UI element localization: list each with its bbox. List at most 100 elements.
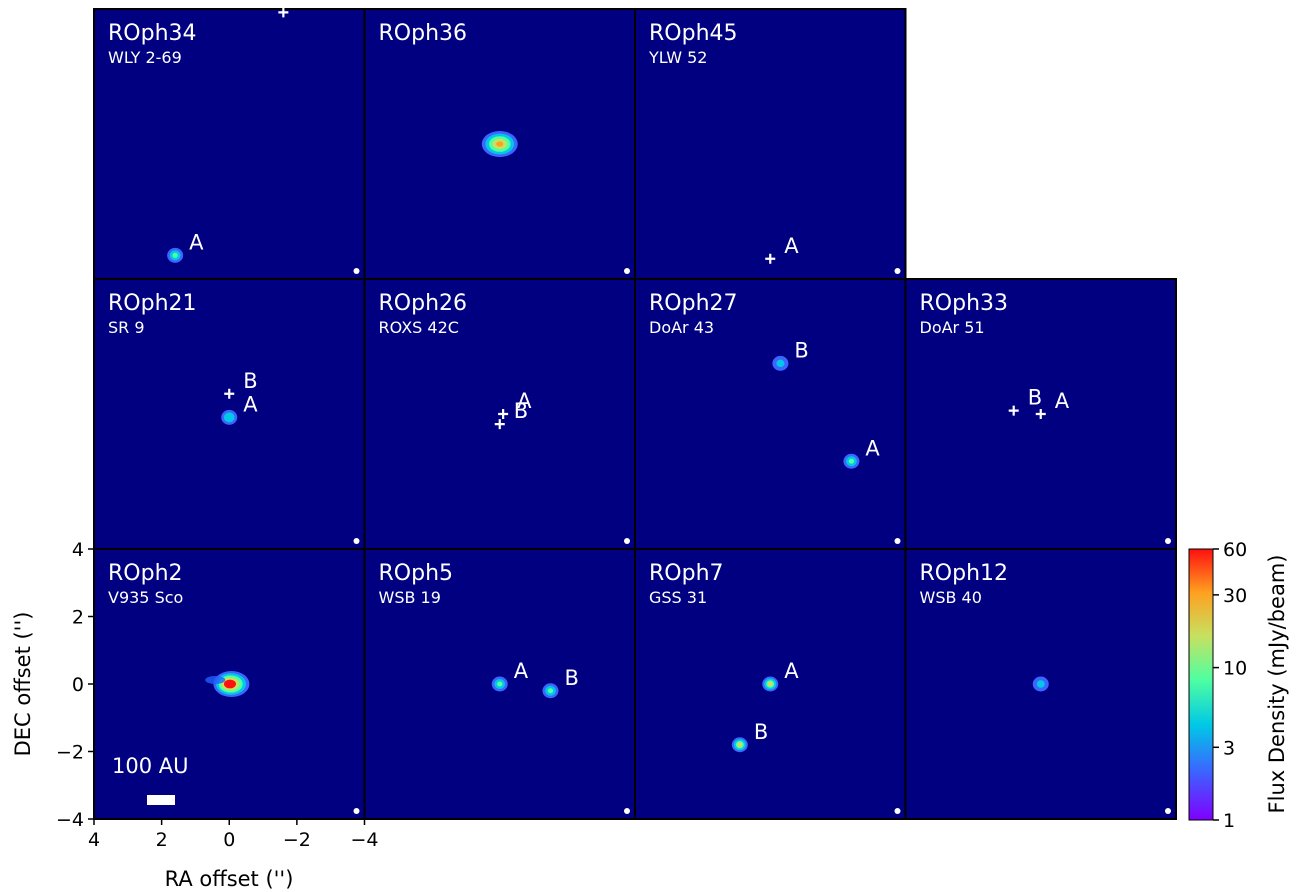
beam-marker — [353, 538, 360, 544]
colorbar-tick-label: 30 — [1223, 585, 1247, 607]
y-tick-label: 4 — [72, 539, 84, 561]
beam-marker — [894, 268, 901, 274]
emission-contour — [547, 688, 554, 694]
y-axis-label: DEC offset ('') — [11, 612, 35, 757]
panel-subtitle: ROXS 42C — [379, 318, 459, 337]
emission-contour — [848, 458, 855, 464]
component-label: A — [784, 659, 799, 683]
component-label: A — [517, 389, 532, 413]
panel-roph7: A B ROph7 GSS 31 — [634, 548, 907, 820]
y-tick-label: 0 — [72, 674, 84, 696]
beam-marker — [624, 268, 630, 274]
panel-title: ROph26 — [379, 291, 468, 316]
colorbar-tick-label: 3 — [1223, 737, 1235, 759]
beam-marker — [353, 808, 360, 814]
emission-contour — [767, 681, 773, 687]
panel-roph12: ROph12 WSB 40 — [904, 548, 1177, 820]
colorbar-tick-label: 10 — [1223, 658, 1247, 680]
panel-title: ROph34 — [108, 21, 197, 46]
colorbar: Flux Density (mJy/beam) 60 30 10 3 1 — [1188, 539, 1289, 832]
beam-marker — [1165, 808, 1171, 814]
colorbar-tick-label: 1 — [1223, 810, 1235, 832]
x-tick-label: 4 — [88, 829, 100, 851]
y-tick-label: −2 — [56, 742, 84, 764]
panel-roph33: AB ROph33 DoAr 51 — [904, 278, 1177, 550]
panel-title: ROph33 — [920, 291, 1009, 316]
position-marker — [910, 47, 921, 58]
component-label: B — [297, 0, 311, 11]
panel-subtitle: WSB 19 — [379, 588, 441, 607]
component-label: A — [189, 230, 204, 254]
panel-background — [93, 8, 366, 280]
panel-title: ROph36 — [379, 21, 468, 46]
emission-contour — [496, 141, 504, 147]
component-label: B — [930, 28, 944, 52]
position-marker — [1035, 409, 1046, 419]
panel-background — [634, 278, 907, 550]
scale-bar-line — [147, 795, 175, 805]
emission-contour — [172, 252, 178, 258]
x-tick-label: 0 — [223, 829, 235, 851]
scale-bar: 100 AU — [112, 754, 189, 805]
x-axis-label: RA offset ('') — [165, 867, 294, 891]
emission-contour — [1036, 680, 1045, 688]
beam-marker — [353, 268, 360, 274]
emission-contour — [226, 681, 233, 687]
panel-subtitle: WSB 40 — [920, 588, 982, 607]
panel-roph21: AB ROph21 SR 9 — [93, 278, 366, 550]
beam-marker — [624, 808, 630, 814]
panel-roph27: A B ROph27 DoAr 43 — [634, 278, 907, 550]
panel-title: ROph5 — [379, 561, 454, 586]
y-tick-label: −4 — [56, 809, 84, 831]
emission-contour — [737, 742, 743, 748]
panel-subtitle: SR 9 — [108, 318, 145, 337]
component-label: B — [794, 338, 808, 362]
position-marker — [498, 409, 509, 419]
component-label: A — [865, 436, 880, 460]
panel-subtitle: WLY 2-69 — [108, 48, 182, 67]
emission-contour — [497, 681, 503, 687]
panel-title: ROph45 — [649, 21, 738, 46]
panel-background — [634, 8, 907, 280]
beam-marker — [894, 538, 901, 544]
panel-roph5: A B ROph5 WSB 19 — [363, 548, 636, 820]
position-marker — [224, 388, 235, 399]
component-label: A — [243, 392, 258, 416]
panel-roph45: A B ROph45 YLW 52 — [634, 8, 944, 280]
scale-bar-label: 100 AU — [112, 754, 189, 778]
x-tick-label: −2 — [283, 829, 311, 851]
component-label: A — [784, 234, 799, 258]
y-tick-label: 2 — [72, 607, 84, 629]
beam-marker — [894, 808, 901, 814]
panel-subtitle: DoAr 43 — [649, 318, 714, 337]
colorbar-gradient — [1188, 548, 1214, 821]
panel-subtitle: YLW 52 — [648, 48, 707, 67]
x-tick-label: 2 — [156, 829, 168, 851]
component-label: B — [514, 399, 528, 423]
panel-roph36: ROph36 — [363, 8, 636, 280]
panel-title: ROph12 — [920, 561, 1009, 586]
panel-subtitle: GSS 31 — [649, 588, 707, 607]
component-label: A — [514, 659, 529, 683]
component-label: B — [1028, 386, 1042, 410]
panel-roph34: A B ROph34 WLY 2-69 — [93, 0, 366, 280]
component-label: B — [243, 369, 257, 393]
emission-extension — [205, 676, 226, 684]
component-label: B — [564, 666, 578, 690]
panel-title: ROph7 — [649, 561, 724, 586]
beam-marker — [624, 538, 630, 544]
panel-roph2: ROph2 V935 Sco — [93, 548, 366, 820]
panel-title: ROph21 — [108, 291, 197, 316]
axes: RA offset ('') DEC offset ('') 4 2 0 −2 −442… — [11, 539, 379, 891]
panel-title: ROph27 — [649, 291, 738, 316]
component-label: B — [754, 720, 768, 744]
position-marker — [1008, 405, 1019, 416]
component-label: A — [1055, 389, 1070, 413]
position-marker — [494, 419, 505, 430]
position-marker — [278, 7, 289, 18]
panel-subtitle: V935 Sco — [108, 588, 183, 607]
panel-title: ROph2 — [108, 561, 183, 586]
position-marker — [765, 253, 776, 264]
colorbar-tick-label: 60 — [1223, 539, 1247, 561]
